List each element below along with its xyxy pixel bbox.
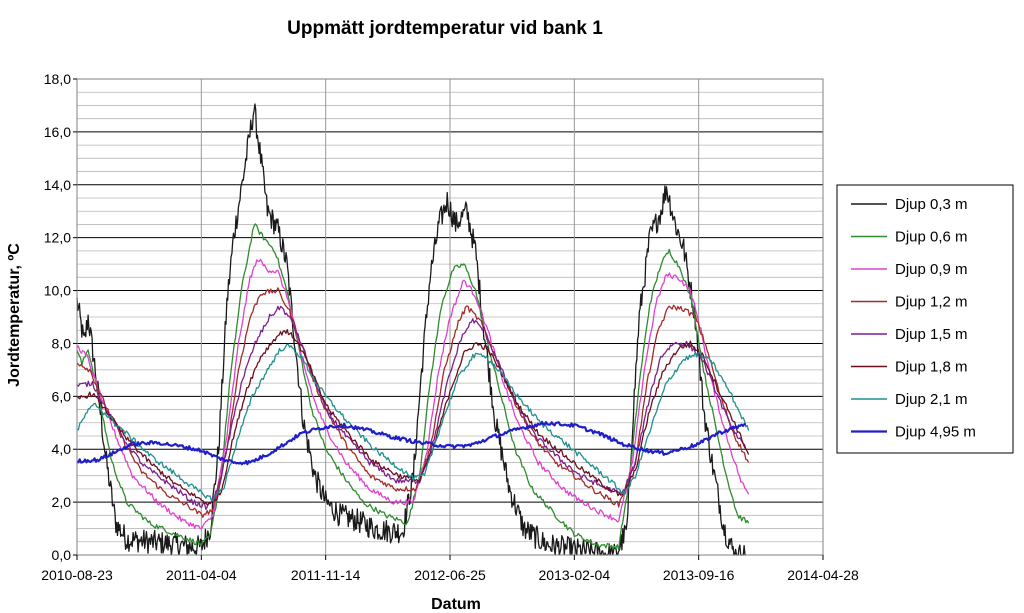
legend-label: Djup 0,3 m xyxy=(895,196,968,213)
x-tick-label: 2011-11-14 xyxy=(291,567,361,583)
y-tick-label: 0,0 xyxy=(52,547,72,563)
y-tick-label: 12,0 xyxy=(44,230,71,246)
plot-area xyxy=(76,78,824,556)
legend-label: Djup 1,8 m xyxy=(895,359,968,376)
y-tick-label: 6,0 xyxy=(52,388,72,404)
y-tick-labels: 0,0 2,0 4,0 6,0 8,0 10,0 12,0 14,0 16,0 18,0 xyxy=(44,71,77,563)
series-line xyxy=(76,343,750,502)
y-tick-label: 10,0 xyxy=(44,283,71,299)
x-tick-label: 2010-08-23 xyxy=(41,567,113,583)
series-line xyxy=(76,258,750,530)
series-line xyxy=(76,329,750,506)
y-tick-label: 8,0 xyxy=(52,335,72,351)
legend: Djup 0,3 m Djup 0,6 m Djup 0,9 m Djup 1,2 m… xyxy=(836,184,1014,454)
y-axis-title: Jordtemperatur, ºC xyxy=(6,243,23,387)
chart-title: Uppmätt jordtemperatur vid bank 1 xyxy=(287,18,603,39)
y-tick-label: 2,0 xyxy=(52,494,72,510)
y-tick-label: 16,0 xyxy=(44,124,71,140)
series-line xyxy=(76,103,746,556)
legend-label: Djup 1,5 m xyxy=(895,326,968,343)
x-tick-labels: 2010-08-23 2011-04-04 2011-11-14 2012-06-25… xyxy=(41,555,859,583)
legend-label: Djup 1,2 m xyxy=(895,294,968,311)
x-tick-label: 2013-02-04 xyxy=(539,567,611,583)
x-tick-label: 2013-09-16 xyxy=(663,567,735,583)
legend-label: Djup 2,1 m xyxy=(895,391,968,408)
x-tick-label: 2014-04-28 xyxy=(787,567,859,583)
legend-label: Djup 0,6 m xyxy=(895,229,968,246)
y-tick-label: 4,0 xyxy=(52,441,72,457)
x-tick-label: 2011-04-04 xyxy=(166,567,237,583)
y-tick-label: 18,0 xyxy=(44,71,71,87)
series-line xyxy=(76,223,750,551)
series-layer xyxy=(76,103,750,556)
x-tick-label: 2012-06-25 xyxy=(414,567,486,583)
legend-label: Djup 0,9 m xyxy=(895,261,968,278)
legend-box xyxy=(836,184,1014,454)
series-line xyxy=(76,420,746,466)
y-tick-label: 14,0 xyxy=(44,177,71,193)
legend-label: Djup 4,95 m xyxy=(895,424,976,441)
x-axis-title: Datum xyxy=(431,596,481,613)
